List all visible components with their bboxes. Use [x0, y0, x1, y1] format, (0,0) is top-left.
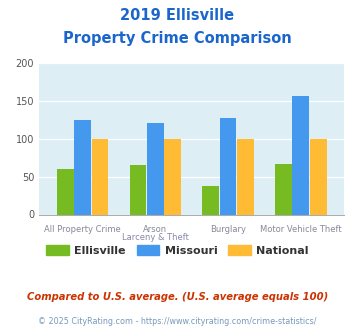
Bar — [164, 139, 181, 214]
Bar — [74, 120, 91, 214]
Bar — [202, 186, 219, 214]
Text: Compared to U.S. average. (U.S. average equals 100): Compared to U.S. average. (U.S. average … — [27, 292, 328, 302]
Bar — [237, 139, 254, 214]
Text: Larceny & Theft: Larceny & Theft — [122, 234, 189, 243]
Bar — [57, 169, 73, 214]
Bar — [293, 96, 309, 214]
Bar — [147, 123, 164, 214]
Bar — [130, 165, 146, 215]
Bar — [310, 139, 327, 214]
Text: Motor Vehicle Theft: Motor Vehicle Theft — [260, 225, 342, 234]
Text: Property Crime Comparison: Property Crime Comparison — [63, 31, 292, 46]
Text: Burglary: Burglary — [210, 225, 246, 234]
Text: 2019 Ellisville: 2019 Ellisville — [120, 8, 235, 23]
Bar — [275, 164, 292, 214]
Bar — [220, 118, 236, 214]
Text: All Property Crime: All Property Crime — [44, 225, 121, 234]
Text: Arson: Arson — [143, 225, 168, 234]
Text: © 2025 CityRating.com - https://www.cityrating.com/crime-statistics/: © 2025 CityRating.com - https://www.city… — [38, 317, 317, 326]
Bar — [92, 139, 109, 214]
Legend: Ellisville, Missouri, National: Ellisville, Missouri, National — [42, 240, 313, 260]
